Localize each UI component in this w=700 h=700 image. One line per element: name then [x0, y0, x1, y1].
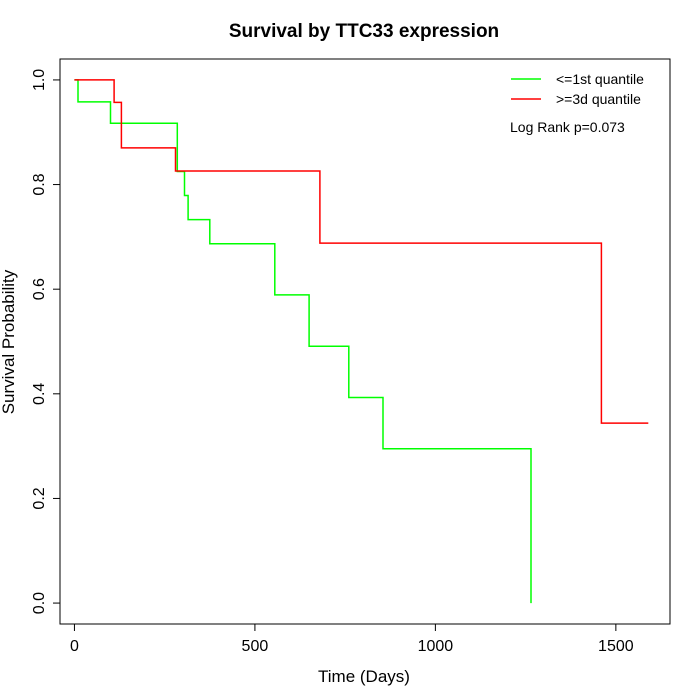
- x-axis: 0 500 1000 1500: [70, 623, 634, 655]
- y-tick-label: 1.0: [31, 69, 48, 91]
- y-axis-label: Survival Probability: [0, 269, 18, 414]
- series-layer: [74, 79, 649, 604]
- survival-curve-1: [74, 79, 532, 604]
- legend-label: >=3d quantile: [556, 91, 641, 107]
- chart-title: Survival by TTC33 expression: [229, 21, 499, 42]
- y-tick-label: 0.2: [31, 487, 48, 509]
- y-tick-label: 0.8: [31, 173, 48, 195]
- plot-frame: [59, 58, 671, 625]
- y-axis: 0.0 0.2 0.4 0.6 0.8 1.0: [31, 69, 61, 614]
- x-tick-label: 500: [242, 638, 269, 655]
- log-rank-annotation: Log Rank p=0.073: [510, 119, 625, 135]
- y-tick-label: 0.6: [31, 278, 48, 300]
- y-tick-label: 0.0: [31, 592, 48, 614]
- x-tick-label: 1000: [418, 638, 454, 655]
- legend-label: <=1st quantile: [556, 71, 644, 87]
- x-tick-label: 1500: [598, 638, 634, 655]
- x-tick-label: 0: [70, 638, 79, 655]
- y-tick-label: 0.4: [31, 383, 48, 405]
- survival-curve-2: [74, 79, 649, 424]
- legend: <=1st quantile >=3d quantile: [511, 71, 644, 107]
- x-axis-label: Time (Days): [318, 667, 410, 686]
